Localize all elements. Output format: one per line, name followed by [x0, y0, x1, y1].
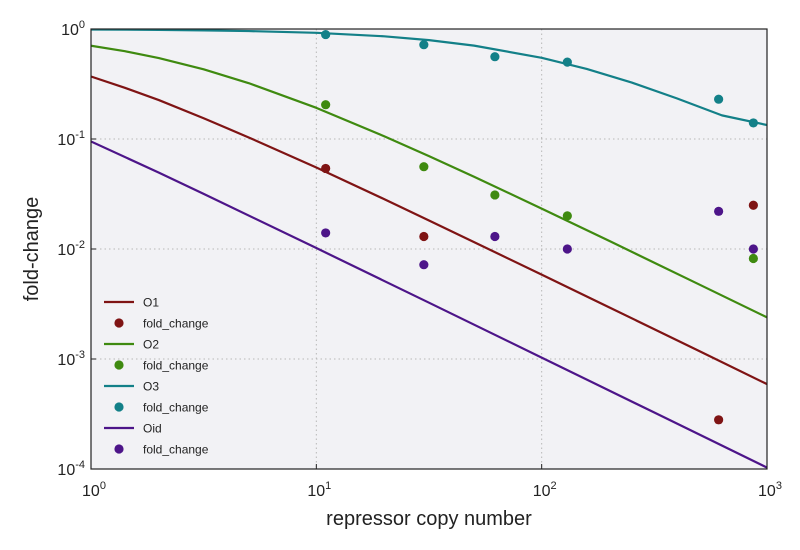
- series-line-o1: [91, 75, 767, 386]
- data-point-o1: [748, 200, 758, 210]
- data-point-o3: [562, 57, 572, 67]
- data-point-o1: [714, 415, 724, 425]
- data-point-oid: [419, 260, 429, 270]
- legend-marker-swatch: [114, 444, 124, 454]
- y-axis-label: fold-change: [21, 197, 43, 302]
- legend-label: O3: [143, 380, 159, 394]
- legend-label: fold_change: [143, 359, 209, 373]
- data-point-o2: [748, 253, 758, 264]
- legend-marker-swatch: [114, 360, 124, 370]
- data-point-oid: [748, 244, 758, 254]
- data-point-o3: [419, 40, 429, 50]
- legend-marker-swatch: [114, 402, 124, 412]
- y-tick-label: 10-4: [57, 459, 85, 479]
- series-line-o2: [91, 44, 767, 319]
- legend: O1 fold_change O2 fold_change O3 fold_change O…: [104, 296, 209, 457]
- x-axis-ticks: 100 101 102 103: [82, 464, 782, 500]
- legend-label: Oid: [143, 422, 162, 436]
- series-lines: [91, 29, 767, 469]
- data-point-oid: [490, 231, 500, 242]
- legend-label: fold_change: [143, 443, 209, 457]
- data-point-oid: [562, 244, 572, 254]
- data-point-o3: [321, 29, 331, 40]
- data-point-o1: [419, 231, 429, 242]
- data-point-o2: [419, 162, 429, 172]
- data-point-o3: [714, 94, 724, 104]
- data-point-oid: [321, 228, 331, 238]
- series-line-oid: [91, 140, 767, 469]
- data-point-o3: [748, 118, 758, 128]
- data-point-oid: [714, 206, 724, 216]
- x-tick-label: 102: [533, 480, 557, 500]
- data-point-o2: [321, 100, 331, 110]
- y-tick-label: 10-3: [57, 349, 85, 369]
- y-axis-ticks: 10-4 10-3 10-2 10-1 100: [57, 19, 96, 479]
- legend-label: O2: [143, 338, 159, 352]
- x-tick-label: 100: [82, 480, 106, 500]
- series-points: [321, 29, 758, 425]
- legend-label: O1: [143, 296, 159, 310]
- data-point-o2: [562, 211, 572, 221]
- x-tick-label: 101: [307, 480, 331, 500]
- x-axis-label: repressor copy number: [326, 508, 532, 530]
- legend-label: fold_change: [143, 317, 209, 331]
- data-point-o2: [490, 190, 500, 200]
- data-point-o3: [490, 52, 500, 62]
- y-tick-label: 10-1: [57, 129, 85, 149]
- x-tick-label: 103: [758, 480, 782, 500]
- y-tick-label: 100: [61, 19, 85, 39]
- legend-marker-swatch: [114, 318, 124, 328]
- y-tick-label: 10-2: [57, 239, 85, 259]
- data-point-o1: [321, 163, 331, 174]
- series-line-o3: [91, 29, 767, 127]
- grid-lines: [91, 29, 767, 469]
- legend-label: fold_change: [143, 401, 209, 415]
